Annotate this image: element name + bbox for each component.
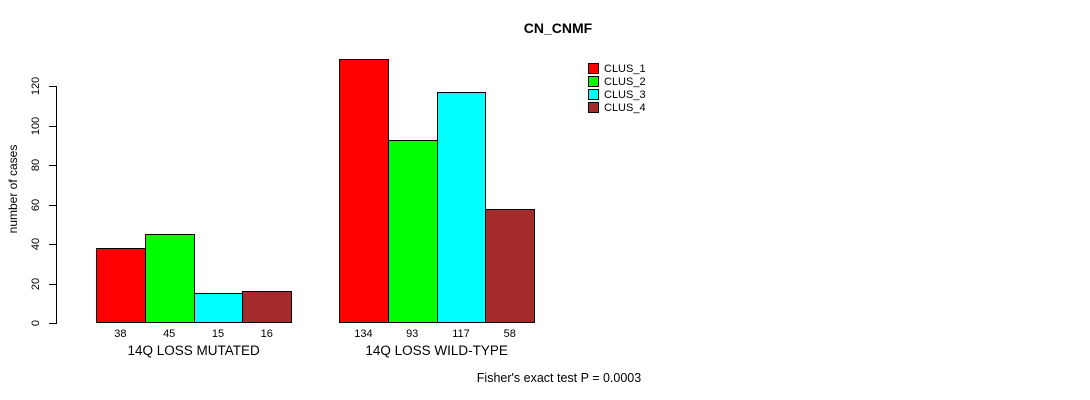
bar-clus_1-group-2 — [339, 58, 389, 323]
category-label-2: 14Q LOSS WILD-TYPE — [365, 343, 508, 358]
bar-clus_1-group-1 — [96, 248, 146, 323]
bar-value-clus_1-group-1: 38 — [114, 328, 127, 340]
y-tick-label-0: 0 — [30, 319, 42, 327]
legend-label: CLUS_2 — [604, 75, 646, 88]
legend-item-clus_2: CLUS_2 — [588, 75, 646, 88]
legend-label: CLUS_3 — [604, 88, 646, 101]
legend-swatch-icon — [588, 89, 599, 100]
bar-clus_3-group-1 — [193, 293, 244, 323]
legend-item-clus_3: CLUS_3 — [588, 88, 646, 101]
y-tick-100 — [49, 126, 56, 127]
bar-clus_2-group-2 — [387, 139, 438, 323]
legend-item-clus_4: CLUS_4 — [588, 101, 646, 114]
bar-value-clus_4-group-2: 58 — [503, 328, 516, 340]
bar-value-clus_1-group-2: 134 — [354, 328, 373, 340]
y-tick-label-40: 40 — [30, 237, 42, 251]
bar-clus_4-group-2 — [485, 208, 536, 323]
bar-clus_3-group-2 — [436, 92, 487, 323]
bar-value-clus_2-group-1: 45 — [163, 328, 176, 340]
y-tick-label-100: 100 — [30, 116, 42, 136]
y-tick-0 — [49, 323, 56, 324]
bar-clus_4-group-1 — [242, 291, 293, 323]
y-axis-label: number of cases — [6, 144, 20, 234]
legend-label: CLUS_1 — [604, 62, 646, 75]
y-tick-40 — [49, 244, 56, 245]
bar-value-clus_3-group-1: 15 — [211, 328, 225, 340]
legend-swatch-icon — [588, 63, 599, 74]
legend-swatch-icon — [588, 102, 599, 113]
y-axis-line — [56, 86, 57, 324]
y-tick-20 — [49, 284, 56, 285]
category-label-1: 14Q LOSS MUTATED — [127, 343, 260, 358]
legend-swatch-icon — [588, 76, 599, 87]
legend-item-clus_1: CLUS_1 — [588, 62, 646, 75]
bar-value-clus_2-group-2: 93 — [406, 328, 419, 340]
bar-value-clus_4-group-1: 16 — [260, 328, 273, 340]
legend: CLUS_1 CLUS_2 CLUS_3 CLUS_4 — [588, 62, 646, 114]
y-tick-label-20: 20 — [30, 277, 42, 291]
bar-clus_2-group-1 — [144, 234, 195, 323]
fisher-test-annotation: Fisher's exact test P = 0.0003 — [476, 371, 642, 385]
y-tick-80 — [49, 165, 56, 166]
y-tick-label-120: 120 — [30, 76, 42, 96]
chart-title: CN_CNMF — [523, 20, 593, 36]
legend-label: CLUS_4 — [604, 101, 646, 114]
y-tick-120 — [49, 86, 56, 87]
y-tick-label-60: 60 — [30, 198, 42, 212]
y-tick-60 — [49, 205, 56, 206]
y-tick-label-80: 80 — [30, 158, 42, 172]
bar-value-clus_3-group-2: 117 — [452, 328, 470, 340]
